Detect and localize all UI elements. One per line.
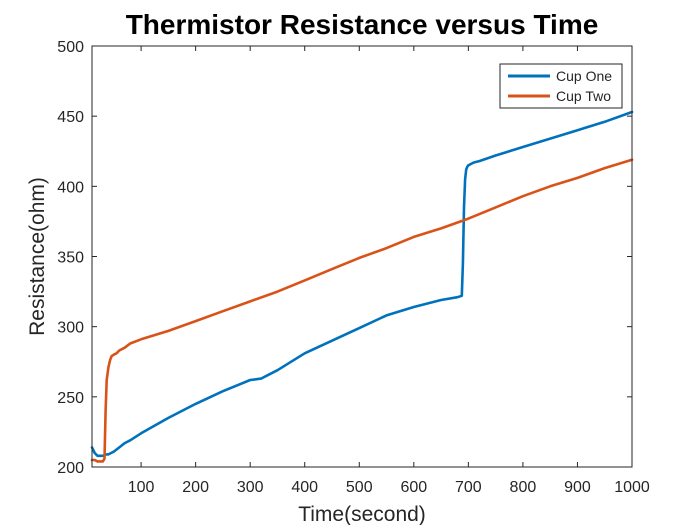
y-tick-label: 300 [57,320,84,337]
x-tick-label: 100 [128,479,155,496]
x-tick-label: 400 [291,479,318,496]
x-tick-label: 800 [510,479,537,496]
x-tick-label: 500 [346,479,373,496]
y-tick-label: 500 [57,39,84,56]
legend-label: Cup Two [556,88,611,104]
y-axis: 200 250 300 350 400 450 500 [57,39,632,477]
y-tick-label: 350 [57,250,84,267]
x-tick-label: 200 [182,479,209,496]
legend-label: Cup One [556,68,612,84]
x-tick-label: 700 [455,479,482,496]
x-axis-label: Time(second) [298,503,426,525]
legend: Cup One Cup Two [499,63,623,109]
x-axis: 100 200 300 400 500 600 700 800 900 1000 [128,46,650,496]
legend-box [499,63,623,109]
y-tick-label: 200 [57,460,84,477]
chart-title: Thermistor Resistance versus Time [126,9,599,40]
series-layer [90,110,634,463]
x-tick-label: 300 [237,479,264,496]
y-tick-label: 250 [57,390,84,407]
x-tick-label: 600 [400,479,427,496]
series-line-cup-one [90,110,634,458]
series-line-cup-two [90,158,634,463]
x-tick-label: 1000 [614,479,650,496]
y-tick-label: 450 [57,109,84,126]
y-tick-label: 400 [57,179,84,196]
y-axis-label: Resistance(ohm) [26,177,49,336]
x-tick-label: 900 [564,479,591,496]
